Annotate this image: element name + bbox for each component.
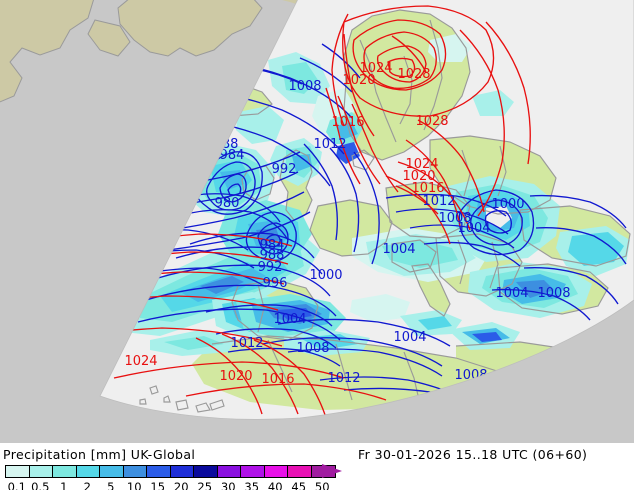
isobar-label: 988 <box>260 248 285 263</box>
colorbar-swatch <box>29 466 53 477</box>
isobar-label: 1016 <box>331 115 364 130</box>
isobar-label: 1012 <box>327 371 360 386</box>
isobar-label: 1004 <box>382 242 415 257</box>
isobar-label: 1020 <box>342 73 375 88</box>
isobar-label: 1004 <box>457 221 490 236</box>
isobar-label: 992 <box>272 162 297 177</box>
isobar-label: 984 <box>220 148 245 163</box>
isobar-label: 1024 <box>124 354 157 369</box>
colorbar-swatch <box>147 466 171 477</box>
precipitation-colorbar <box>5 465 336 478</box>
colorbar-tick-label: 25 <box>197 480 213 490</box>
isobars-low <box>100 43 627 411</box>
colorbar-tick-label: 1 <box>60 480 68 490</box>
colorbar-swatch <box>123 466 147 477</box>
isobar-label: 1028 <box>397 67 430 82</box>
colorbar-tick-label: 40 <box>267 480 283 490</box>
colorbar-swatch <box>264 466 288 477</box>
isobar-labels: 1004100810241028102010281016101298898499… <box>117 61 570 387</box>
colorbar-tick-label: 50 <box>314 480 330 490</box>
legend-datetime: Fr 30-01-2026 15..18 UTC (06+60) <box>358 447 588 462</box>
isobar-label: 1012 <box>313 137 346 152</box>
isobar-label: 1012 <box>422 194 455 209</box>
map-canvas: 1004100810241028102010281016101298898499… <box>0 0 634 420</box>
isobar-label: 1020 <box>219 369 252 384</box>
colorbar-overflow-arrow <box>322 464 342 478</box>
colorbar-tick-label: 5 <box>107 480 115 490</box>
colorbar-tick-label: 10 <box>126 480 142 490</box>
isobar-label: 1012 <box>230 336 263 351</box>
legend-footer: Precipitation [mm] UK-Global Fr 30-01-20… <box>0 443 634 490</box>
isobar-label: 1020 <box>402 169 435 184</box>
colorbar-tick-label: 30 <box>220 480 236 490</box>
isobar-label: 1004 <box>273 312 306 327</box>
colorbar-tick-label: 0.1 <box>7 480 26 490</box>
colorbar-tick-label: 35 <box>244 480 260 490</box>
colorbar-tick-label: 20 <box>173 480 189 490</box>
domain-boundary <box>99 0 634 420</box>
precipitation-map: 1004100810241028102010281016101298898499… <box>0 0 634 443</box>
colorbar-tick-label: 2 <box>83 480 91 490</box>
colorbar-swatch <box>53 466 77 477</box>
colorbar-tick-labels: 0.1 0.5 1 2 5 10 15 20 25 30 35 40 45 50 <box>0 480 340 490</box>
isobar-label: 1008 <box>296 341 329 356</box>
isobar-label: 1008 <box>438 211 471 226</box>
isobar-label: 996 <box>263 276 288 291</box>
isobar-label: 1024 <box>359 61 392 76</box>
colorbar-tick-label: 45 <box>291 480 307 490</box>
isobar-label: 1008 <box>288 79 321 94</box>
colorbar-swatch <box>241 466 265 477</box>
legend-title: Precipitation [mm] UK-Global <box>3 447 196 462</box>
colorbar-swatch <box>76 466 100 477</box>
isobar-label: 1004 <box>495 286 528 301</box>
colorbar-swatch <box>217 466 241 477</box>
colorbar-swatch <box>6 466 30 477</box>
coastlines-and-borders <box>139 9 631 413</box>
isobar-label: 1000 <box>491 197 524 212</box>
colorbar-swatch <box>170 466 194 477</box>
colorbar-tick-label: 15 <box>150 480 166 490</box>
isobar-label: 1008 <box>537 286 570 301</box>
isobar-label: 1016 <box>411 181 444 196</box>
colorbar-tick-label: 0.5 <box>31 480 50 490</box>
isobar-label: 1028 <box>415 114 448 129</box>
isobar-label: 1016 <box>261 372 294 387</box>
isobar-label: 1004 <box>393 330 426 345</box>
colorbar-swatch <box>100 466 124 477</box>
isobar-label: 980 <box>215 196 240 211</box>
isobars-high <box>100 5 531 419</box>
colorbar-swatch <box>288 466 312 477</box>
isobar-label: 984 <box>260 238 285 253</box>
isobar-label: 992 <box>258 260 283 275</box>
colorbar-swatch <box>194 466 218 477</box>
isobar-label: 1024 <box>405 157 438 172</box>
isobar-label: 1000 <box>309 268 342 283</box>
